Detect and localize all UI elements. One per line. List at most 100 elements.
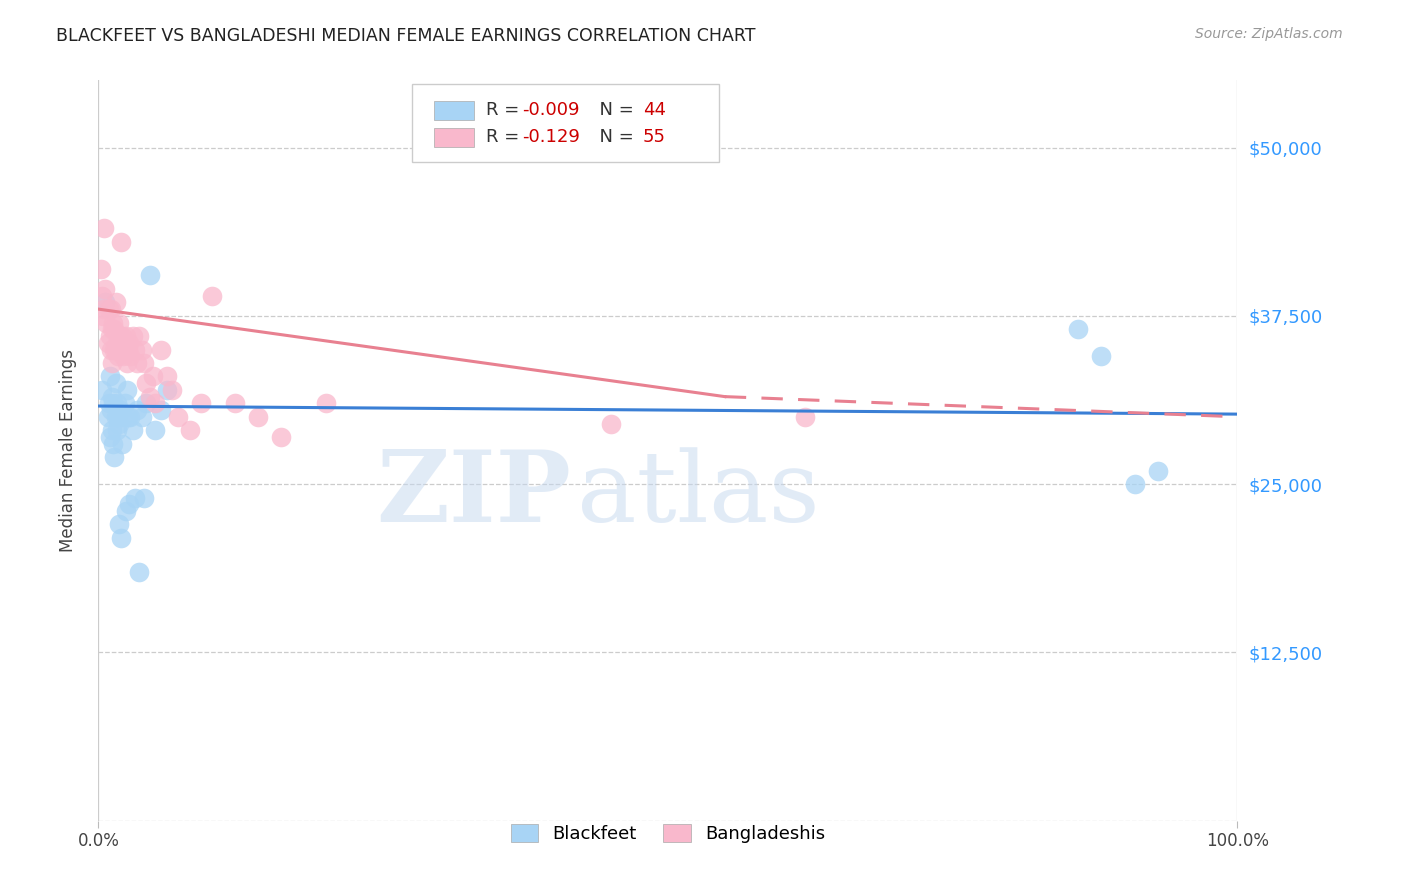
Point	[105, 396, 128, 410]
Text: N =: N =	[588, 128, 640, 146]
Point	[117, 343, 139, 357]
Point	[142, 369, 165, 384]
Text: -0.129: -0.129	[522, 128, 579, 146]
Point	[96, 409, 118, 424]
Point	[190, 396, 212, 410]
Point	[108, 316, 131, 330]
Point	[145, 423, 167, 437]
Y-axis label: Median Female Earnings: Median Female Earnings	[59, 349, 77, 552]
Point	[1146, 464, 1168, 478]
Point	[246, 409, 269, 424]
Point	[98, 430, 121, 444]
Point	[114, 335, 136, 350]
Point	[138, 390, 160, 404]
Point	[104, 343, 127, 357]
Point	[315, 396, 337, 410]
Point	[127, 356, 149, 370]
Point	[150, 403, 173, 417]
Point	[145, 396, 167, 410]
FancyBboxPatch shape	[434, 128, 474, 147]
Point	[108, 517, 131, 532]
Point	[150, 343, 173, 357]
Text: R =: R =	[485, 101, 524, 119]
Point	[121, 329, 143, 343]
Point	[115, 356, 138, 370]
Point	[115, 383, 138, 397]
Point	[104, 376, 127, 391]
Point	[94, 282, 117, 296]
Point	[124, 343, 146, 357]
Point	[1123, 477, 1146, 491]
Point	[156, 369, 179, 384]
Point	[103, 436, 125, 450]
Point	[100, 343, 122, 357]
Point	[131, 409, 153, 424]
Text: 55: 55	[643, 128, 666, 146]
Point	[100, 302, 122, 317]
Point	[107, 349, 129, 363]
Point	[201, 288, 224, 302]
Point	[1090, 349, 1112, 363]
Point	[97, 302, 120, 317]
Point	[97, 396, 120, 410]
FancyBboxPatch shape	[412, 84, 718, 161]
Point	[91, 309, 114, 323]
Text: -0.009: -0.009	[522, 101, 579, 119]
Point	[103, 322, 125, 336]
Point	[105, 335, 128, 350]
Point	[121, 423, 143, 437]
Point	[118, 497, 141, 511]
Legend: Blackfeet, Bangladeshis: Blackfeet, Bangladeshis	[502, 815, 834, 853]
Point	[90, 288, 112, 302]
Point	[101, 322, 124, 336]
Text: N =: N =	[588, 101, 640, 119]
Point	[167, 409, 190, 424]
Point	[96, 335, 118, 350]
Point	[124, 491, 146, 505]
Point	[114, 504, 136, 518]
Text: ZIP: ZIP	[377, 446, 571, 543]
Point	[132, 491, 155, 505]
Text: BLACKFEET VS BANGLADESHI MEDIAN FEMALE EARNINGS CORRELATION CHART: BLACKFEET VS BANGLADESHI MEDIAN FEMALE E…	[56, 27, 756, 45]
Point	[132, 356, 155, 370]
Point	[94, 295, 117, 310]
Point	[138, 268, 160, 283]
Point	[114, 396, 136, 410]
Point	[162, 383, 184, 397]
Point	[101, 390, 124, 404]
Point	[118, 335, 141, 350]
Point	[108, 403, 131, 417]
Point	[131, 343, 153, 357]
Point	[98, 369, 121, 384]
Point	[128, 565, 150, 579]
Point	[179, 423, 201, 437]
Point	[101, 356, 124, 370]
Point	[120, 409, 142, 424]
Point	[103, 396, 125, 410]
Point	[90, 383, 112, 397]
Point	[600, 417, 623, 431]
Point	[104, 409, 127, 424]
Point	[128, 329, 150, 343]
Point	[135, 376, 157, 391]
Point	[156, 383, 179, 397]
Text: Source: ZipAtlas.com: Source: ZipAtlas.com	[1195, 27, 1343, 41]
Point	[103, 450, 125, 465]
Point	[117, 409, 139, 424]
Point	[90, 261, 112, 276]
Point	[93, 221, 115, 235]
Point	[108, 417, 131, 431]
Point	[104, 295, 127, 310]
Text: R =: R =	[485, 128, 530, 146]
Point	[120, 349, 142, 363]
Point	[103, 343, 125, 357]
Point	[1067, 322, 1090, 336]
Text: 44: 44	[643, 101, 666, 119]
Point	[96, 316, 118, 330]
Point	[270, 430, 292, 444]
Point	[114, 329, 136, 343]
Point	[101, 423, 124, 437]
Point	[100, 403, 122, 417]
Point	[112, 349, 135, 363]
Point	[110, 531, 132, 545]
